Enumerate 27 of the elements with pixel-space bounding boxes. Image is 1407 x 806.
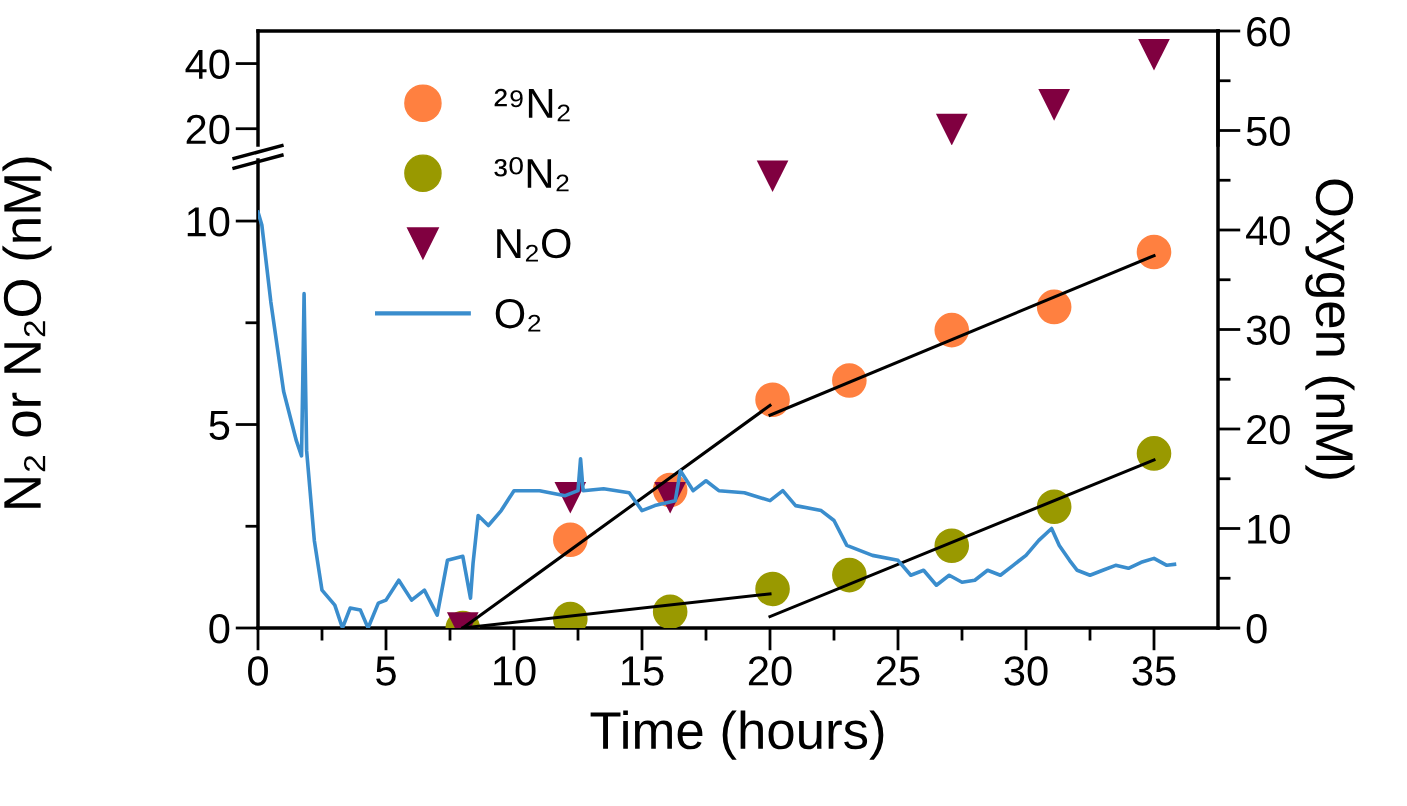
x-tick-label: 0 bbox=[248, 656, 268, 686]
y2-tick-label: 40 bbox=[1246, 216, 1290, 246]
y2-tick-label: 60 bbox=[1247, 17, 1290, 47]
x-tick-label: 10 bbox=[494, 656, 536, 686]
y-tick-label: 5 bbox=[209, 410, 230, 441]
y2-axis-title: Oxygen (nM) bbox=[1305, 179, 1355, 479]
y2-tick-label: 50 bbox=[1246, 116, 1290, 147]
x-tick-label: 15 bbox=[622, 656, 664, 686]
legend-label: N₂O bbox=[497, 228, 571, 262]
y-tick-label: 0 bbox=[209, 614, 230, 644]
x-tick-label: 35 bbox=[1132, 656, 1176, 686]
y2-tick-label: 0 bbox=[1246, 614, 1267, 644]
legend-label: O₂ bbox=[495, 298, 541, 332]
legend-label: ³⁰N₂ bbox=[494, 156, 569, 192]
x-tick-label: 20 bbox=[748, 656, 792, 686]
y-tick-label: 40 bbox=[185, 49, 230, 80]
y-axis-title: N₂ or N₂O (nM) bbox=[2, 157, 52, 508]
x-axis-title: Time (hours) bbox=[590, 710, 884, 760]
legend-label: ²⁹N₂ bbox=[494, 88, 570, 122]
y-tick-label: 10 bbox=[187, 207, 230, 237]
y2-tick-label: 30 bbox=[1246, 315, 1290, 346]
y2-tick-label: 20 bbox=[1247, 415, 1290, 445]
x-tick-label: 5 bbox=[376, 656, 396, 686]
x-tick-label: 30 bbox=[1004, 656, 1048, 686]
x-tick-label: 25 bbox=[876, 656, 920, 686]
y-tick-label: 20 bbox=[186, 114, 230, 145]
y2-tick-label: 10 bbox=[1248, 514, 1290, 545]
